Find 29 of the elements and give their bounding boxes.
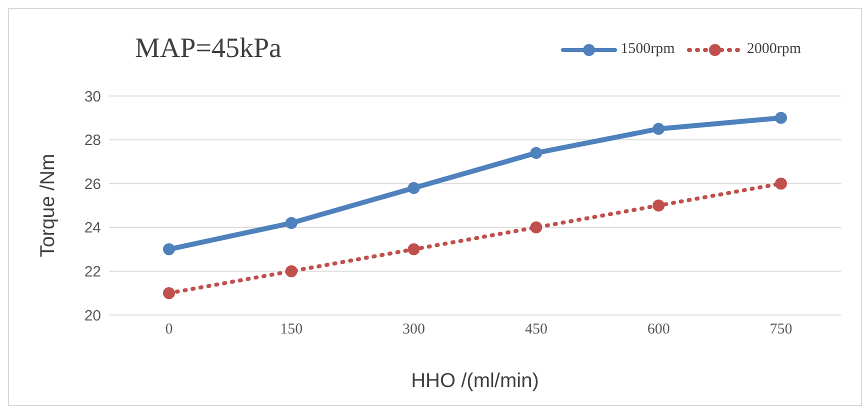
point — [163, 243, 175, 256]
y-tick-label: 24 — [84, 220, 101, 237]
x-tick-label: 750 — [770, 322, 792, 338]
point — [652, 200, 665, 212]
legend-label: 1500rpm — [620, 41, 675, 58]
point — [530, 146, 542, 159]
x-tick-label: 0 — [165, 322, 173, 338]
y-tick-label: 22 — [84, 264, 101, 281]
point — [530, 221, 542, 234]
x-axis-title: HHO /(ml/min) — [411, 370, 539, 392]
y-tick-label: 20 — [84, 307, 101, 324]
x-tick-label: 450 — [524, 322, 548, 338]
point — [408, 243, 420, 256]
x-tick-label: 300 — [402, 322, 426, 338]
y-tick-label: 28 — [84, 132, 101, 150]
legend-label: 2000rpm — [746, 41, 801, 58]
chart-title: MAP=45kPa — [135, 33, 282, 65]
y-tick-label: 30 — [84, 88, 101, 106]
point — [408, 182, 420, 194]
point — [652, 122, 665, 135]
x-tick-label: 600 — [647, 322, 670, 338]
point — [775, 112, 787, 124]
x-tick-label: 150 — [280, 322, 303, 338]
y-tick-label: 26 — [84, 176, 101, 193]
y-axis-title: Torque /Nm — [37, 154, 60, 258]
point — [775, 178, 787, 190]
point — [163, 287, 175, 300]
point — [285, 265, 298, 278]
point — [285, 217, 298, 230]
